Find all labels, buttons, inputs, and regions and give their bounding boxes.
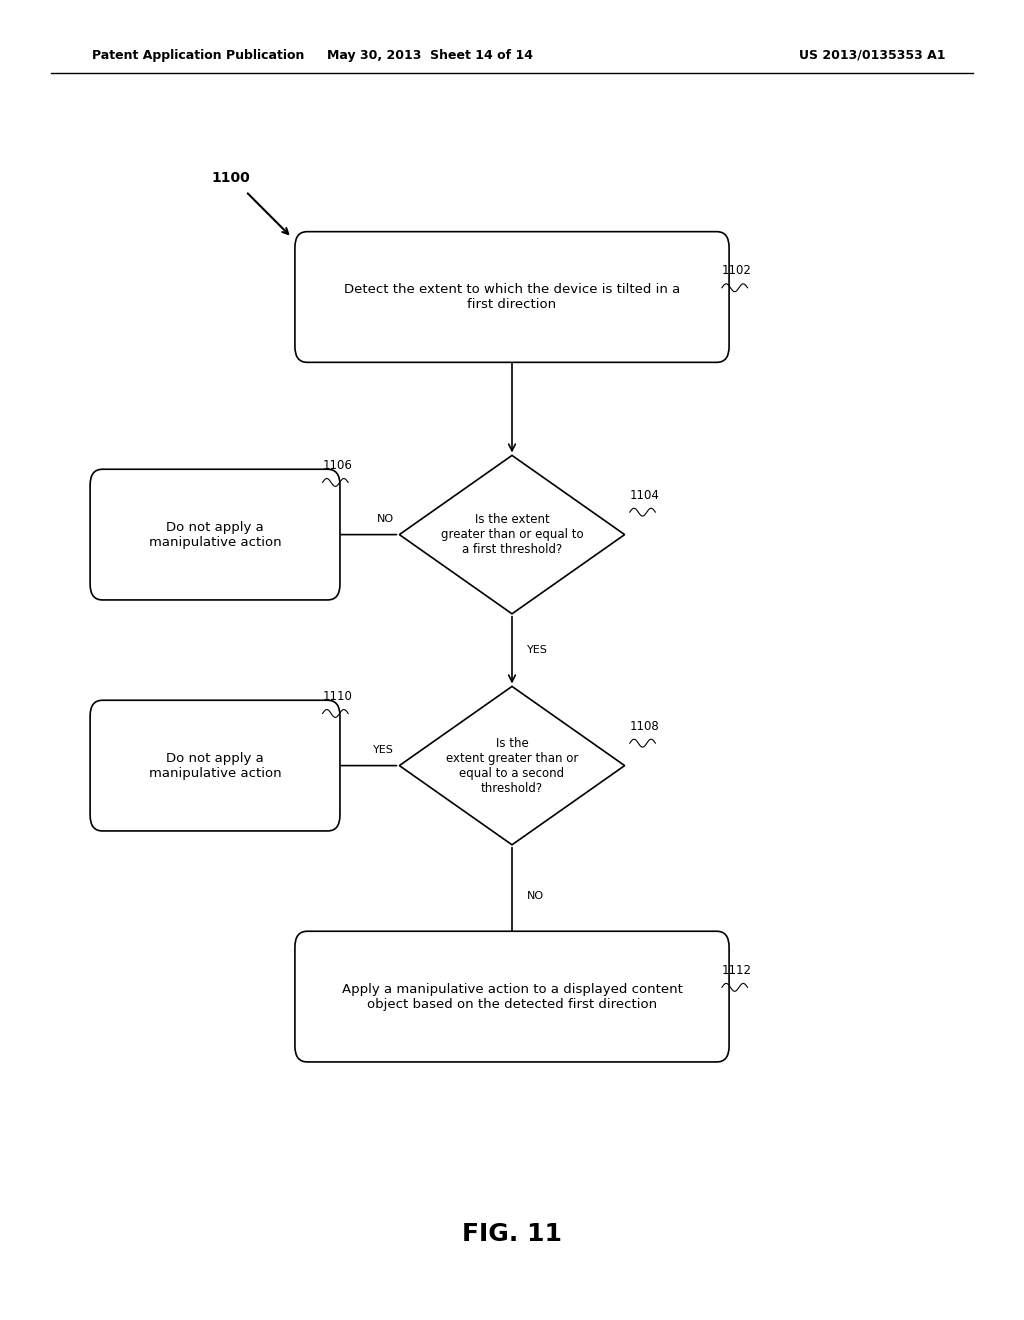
FancyBboxPatch shape bbox=[295, 232, 729, 362]
FancyBboxPatch shape bbox=[90, 470, 340, 599]
Text: 1112: 1112 bbox=[722, 964, 752, 977]
Text: YES: YES bbox=[527, 645, 548, 655]
Text: Do not apply a
manipulative action: Do not apply a manipulative action bbox=[148, 751, 282, 780]
Text: Is the
extent greater than or
equal to a second
threshold?: Is the extent greater than or equal to a… bbox=[445, 737, 579, 795]
Text: 1106: 1106 bbox=[323, 459, 352, 473]
Text: Do not apply a
manipulative action: Do not apply a manipulative action bbox=[148, 520, 282, 549]
FancyBboxPatch shape bbox=[90, 700, 340, 832]
Polygon shape bbox=[399, 686, 625, 845]
Text: US 2013/0135353 A1: US 2013/0135353 A1 bbox=[799, 49, 945, 62]
Text: 1108: 1108 bbox=[630, 719, 659, 733]
Text: 1102: 1102 bbox=[722, 264, 752, 277]
Text: 1110: 1110 bbox=[323, 690, 352, 704]
Text: 1104: 1104 bbox=[630, 488, 659, 502]
Text: Patent Application Publication: Patent Application Publication bbox=[92, 49, 304, 62]
Text: NO: NO bbox=[377, 513, 394, 524]
Text: 1100: 1100 bbox=[211, 172, 250, 185]
FancyBboxPatch shape bbox=[295, 932, 729, 1061]
Text: Apply a manipulative action to a displayed content
object based on the detected : Apply a manipulative action to a display… bbox=[342, 982, 682, 1011]
Text: Is the extent
greater than or equal to
a first threshold?: Is the extent greater than or equal to a… bbox=[440, 513, 584, 556]
Polygon shape bbox=[399, 455, 625, 614]
Text: FIG. 11: FIG. 11 bbox=[462, 1222, 562, 1246]
Text: May 30, 2013  Sheet 14 of 14: May 30, 2013 Sheet 14 of 14 bbox=[327, 49, 534, 62]
Text: Detect the extent to which the device is tilted in a
first direction: Detect the extent to which the device is… bbox=[344, 282, 680, 312]
Text: YES: YES bbox=[374, 744, 394, 755]
Text: NO: NO bbox=[527, 891, 545, 902]
